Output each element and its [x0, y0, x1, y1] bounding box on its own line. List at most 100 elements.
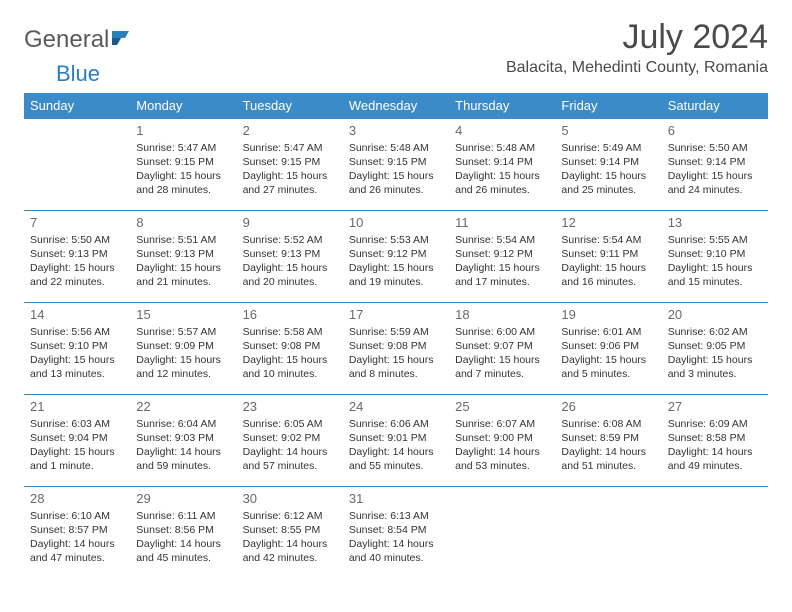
logo-word1: General: [24, 26, 109, 54]
daylight-line: Daylight: 15 hours and 1 minute.: [30, 445, 124, 473]
calendar-day: 19Sunrise: 6:01 AMSunset: 9:06 PMDayligh…: [555, 303, 661, 395]
day-info: Sunrise: 6:12 AMSunset: 8:55 PMDaylight:…: [243, 509, 337, 566]
calendar-row: 28Sunrise: 6:10 AMSunset: 8:57 PMDayligh…: [24, 487, 768, 579]
day-number: 5: [561, 122, 655, 140]
calendar-body: 1 Sunrise: 5:47 AMSunset: 9:15 PMDaylight…: [24, 119, 768, 579]
calendar-day: 20Sunrise: 6:02 AMSunset: 9:05 PMDayligh…: [662, 303, 768, 395]
day-info: Sunrise: 5:53 AMSunset: 9:12 PMDaylight:…: [349, 233, 443, 290]
day-number: 20: [668, 306, 762, 324]
daylight-line: Daylight: 14 hours and 42 minutes.: [243, 537, 337, 565]
daylight-line: Daylight: 14 hours and 47 minutes.: [30, 537, 124, 565]
day-number: 1: [136, 122, 230, 140]
day-number: 29: [136, 490, 230, 508]
sunrise-line: Sunrise: 5:48 AM: [455, 141, 549, 155]
daylight-line: Daylight: 15 hours and 28 minutes.: [136, 169, 230, 197]
sunrise-line: Sunrise: 6:10 AM: [30, 509, 124, 523]
weekday-header: Thursday: [449, 93, 555, 119]
calendar-row: 21Sunrise: 6:03 AMSunset: 9:04 PMDayligh…: [24, 395, 768, 487]
day-info: Sunrise: 6:00 AMSunset: 9:07 PMDaylight:…: [455, 325, 549, 382]
sunrise-line: Sunrise: 5:56 AM: [30, 325, 124, 339]
day-info: Sunrise: 6:10 AMSunset: 8:57 PMDaylight:…: [30, 509, 124, 566]
calendar-day: 2Sunrise: 5:47 AMSunset: 9:15 PMDaylight…: [237, 119, 343, 211]
calendar-day: 6Sunrise: 5:50 AMSunset: 9:14 PMDaylight…: [662, 119, 768, 211]
sunrise-line: Sunrise: 5:58 AM: [243, 325, 337, 339]
weekday-header: Sunday: [24, 93, 130, 119]
day-info: Sunrise: 5:51 AMSunset: 9:13 PMDaylight:…: [136, 233, 230, 290]
day-info: Sunrise: 5:59 AMSunset: 9:08 PMDaylight:…: [349, 325, 443, 382]
sunset-line: Sunset: 9:13 PM: [243, 247, 337, 261]
daylight-line: Daylight: 15 hours and 3 minutes.: [668, 353, 762, 381]
day-number: 11: [455, 214, 549, 232]
day-number: 19: [561, 306, 655, 324]
day-info: Sunrise: 5:49 AMSunset: 9:14 PMDaylight:…: [561, 141, 655, 198]
daylight-line: Daylight: 14 hours and 55 minutes.: [349, 445, 443, 473]
day-info: Sunrise: 5:56 AMSunset: 9:10 PMDaylight:…: [30, 325, 124, 382]
day-number: 7: [30, 214, 124, 232]
calendar-table: SundayMondayTuesdayWednesdayThursdayFrid…: [24, 93, 768, 579]
day-info: Sunrise: 5:48 AMSunset: 9:14 PMDaylight:…: [455, 141, 549, 198]
day-info: Sunrise: 6:01 AMSunset: 9:06 PMDaylight:…: [561, 325, 655, 382]
daylight-line: Daylight: 14 hours and 45 minutes.: [136, 537, 230, 565]
sunset-line: Sunset: 9:01 PM: [349, 431, 443, 445]
sunset-line: Sunset: 9:12 PM: [349, 247, 443, 261]
daylight-line: Daylight: 15 hours and 7 minutes.: [455, 353, 549, 381]
day-info: Sunrise: 5:54 AMSunset: 9:12 PMDaylight:…: [455, 233, 549, 290]
sunrise-line: Sunrise: 5:49 AM: [561, 141, 655, 155]
calendar-day: 16Sunrise: 5:58 AMSunset: 9:08 PMDayligh…: [237, 303, 343, 395]
day-number: 30: [243, 490, 337, 508]
day-number: 24: [349, 398, 443, 416]
calendar-row: 14Sunrise: 5:56 AMSunset: 9:10 PMDayligh…: [24, 303, 768, 395]
title-block: July 2024 Balacita, Mehedinti County, Ro…: [506, 18, 768, 77]
sunset-line: Sunset: 9:10 PM: [668, 247, 762, 261]
sunrise-line: Sunrise: 6:13 AM: [349, 509, 443, 523]
day-number: 28: [30, 490, 124, 508]
calendar-day: 1Sunrise: 5:47 AMSunset: 9:15 PMDaylight…: [130, 119, 236, 211]
day-info: Sunrise: 5:47 AMSunset: 9:15 PMDaylight:…: [243, 141, 337, 198]
daylight-line: Daylight: 14 hours and 40 minutes.: [349, 537, 443, 565]
sunrise-line: Sunrise: 6:02 AM: [668, 325, 762, 339]
daylight-line: Daylight: 15 hours and 10 minutes.: [243, 353, 337, 381]
daylight-line: Daylight: 15 hours and 26 minutes.: [455, 169, 549, 197]
calendar-day: 30Sunrise: 6:12 AMSunset: 8:55 PMDayligh…: [237, 487, 343, 579]
sunset-line: Sunset: 8:58 PM: [668, 431, 762, 445]
sunset-line: Sunset: 9:08 PM: [349, 339, 443, 353]
sunset-line: Sunset: 9:15 PM: [136, 155, 230, 169]
sunset-line: Sunset: 9:14 PM: [455, 155, 549, 169]
sunrise-line: Sunrise: 5:54 AM: [561, 233, 655, 247]
daylight-line: Daylight: 14 hours and 53 minutes.: [455, 445, 549, 473]
calendar-day: 14Sunrise: 5:56 AMSunset: 9:10 PMDayligh…: [24, 303, 130, 395]
sunrise-line: Sunrise: 5:57 AM: [136, 325, 230, 339]
day-number: 14: [30, 306, 124, 324]
sunset-line: Sunset: 9:05 PM: [668, 339, 762, 353]
sunrise-line: Sunrise: 5:53 AM: [349, 233, 443, 247]
day-number: 21: [30, 398, 124, 416]
day-info: Sunrise: 5:57 AMSunset: 9:09 PMDaylight:…: [136, 325, 230, 382]
sunrise-line: Sunrise: 6:09 AM: [668, 417, 762, 431]
day-number: 10: [349, 214, 443, 232]
daylight-line: Daylight: 15 hours and 27 minutes.: [243, 169, 337, 197]
calendar-day: 25Sunrise: 6:07 AMSunset: 9:00 PMDayligh…: [449, 395, 555, 487]
calendar-day: 26Sunrise: 6:08 AMSunset: 8:59 PMDayligh…: [555, 395, 661, 487]
day-info: Sunrise: 5:48 AMSunset: 9:15 PMDaylight:…: [349, 141, 443, 198]
sunrise-line: Sunrise: 5:51 AM: [136, 233, 230, 247]
calendar-day-empty: [662, 487, 768, 579]
sunrise-line: Sunrise: 5:55 AM: [668, 233, 762, 247]
sunset-line: Sunset: 8:54 PM: [349, 523, 443, 537]
daylight-line: Daylight: 15 hours and 21 minutes.: [136, 261, 230, 289]
day-info: Sunrise: 5:54 AMSunset: 9:11 PMDaylight:…: [561, 233, 655, 290]
calendar-day: 22Sunrise: 6:04 AMSunset: 9:03 PMDayligh…: [130, 395, 236, 487]
day-number: 8: [136, 214, 230, 232]
calendar-row: 7Sunrise: 5:50 AMSunset: 9:13 PMDaylight…: [24, 211, 768, 303]
weekday-header: Tuesday: [237, 93, 343, 119]
sunset-line: Sunset: 9:03 PM: [136, 431, 230, 445]
day-number: 9: [243, 214, 337, 232]
daylight-line: Daylight: 14 hours and 49 minutes.: [668, 445, 762, 473]
calendar-day: 29Sunrise: 6:11 AMSunset: 8:56 PMDayligh…: [130, 487, 236, 579]
sunset-line: Sunset: 9:07 PM: [455, 339, 549, 353]
day-number: 13: [668, 214, 762, 232]
calendar-day-empty: [555, 487, 661, 579]
daylight-line: Daylight: 15 hours and 13 minutes.: [30, 353, 124, 381]
day-number: 18: [455, 306, 549, 324]
calendar-day: 12Sunrise: 5:54 AMSunset: 9:11 PMDayligh…: [555, 211, 661, 303]
sunset-line: Sunset: 9:15 PM: [243, 155, 337, 169]
